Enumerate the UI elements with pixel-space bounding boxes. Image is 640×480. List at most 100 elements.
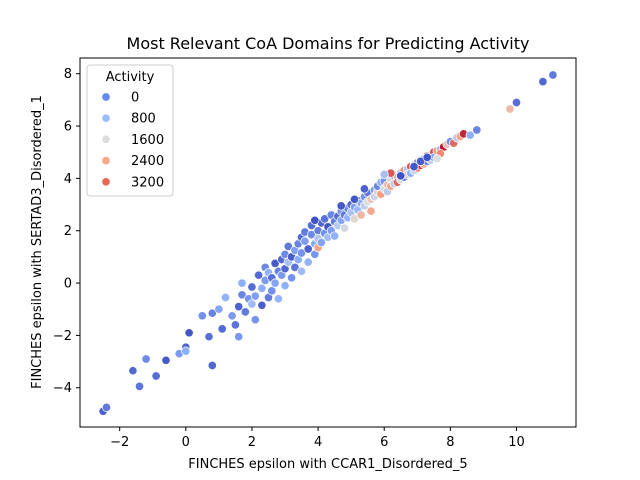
legend-label: 2400 (131, 154, 164, 169)
x-tick-label: 2 (248, 435, 256, 450)
x-tick-label: 6 (380, 435, 388, 450)
data-point (330, 231, 340, 241)
legend-label: 0 (131, 91, 139, 106)
data-point (505, 104, 515, 114)
y-axis-label: FINCHES epsilon with SERTAD3_Disordered_… (30, 95, 45, 389)
data-point (287, 273, 297, 283)
data-point (359, 184, 369, 194)
data-point (247, 299, 257, 309)
data-point (247, 282, 257, 292)
data-point (220, 292, 231, 303)
data-point (257, 300, 267, 310)
data-point (538, 77, 548, 87)
data-point (336, 201, 346, 211)
data-point (511, 97, 522, 108)
data-point (254, 270, 264, 280)
data-point (306, 230, 317, 240)
y-tick-label: −2 (53, 329, 72, 344)
legend-label: 3200 (131, 175, 164, 190)
x-axis-label: FINCHES epsilon with CCAR1_Disordered_5 (188, 457, 467, 472)
data-point (422, 152, 432, 162)
data-point (296, 266, 307, 276)
legend-entries: 0 800 1600 2400 3200 (101, 91, 164, 190)
data-point (270, 278, 280, 288)
data-point (128, 366, 138, 376)
data-point (161, 355, 171, 365)
data-point (396, 171, 406, 181)
data-point (283, 241, 293, 251)
data-point (316, 237, 326, 248)
legend-label: 800 (131, 112, 156, 127)
data-point (237, 278, 247, 288)
data-point (207, 308, 217, 318)
data-point (366, 206, 376, 216)
data-point (273, 294, 283, 304)
y-tick-label: 6 (64, 120, 72, 135)
data-point (267, 286, 277, 296)
data-point (197, 311, 207, 321)
data-point (234, 332, 244, 342)
data-point (184, 328, 194, 338)
data-point (257, 283, 267, 293)
y-tick-label: 4 (64, 172, 72, 187)
data-point (303, 257, 313, 267)
data-point (548, 70, 558, 80)
data-point (237, 290, 247, 300)
data-point (300, 236, 310, 246)
data-point (227, 311, 237, 321)
data-point (472, 125, 482, 135)
x-tick-label: 10 (508, 435, 525, 450)
legend-marker (101, 177, 111, 187)
legend-marker (101, 92, 111, 102)
data-point (270, 258, 280, 268)
data-point (214, 304, 224, 314)
x-tick-label: −2 (110, 435, 129, 450)
legend-marker (101, 134, 111, 144)
y-tick-label: 0 (64, 277, 72, 292)
legend-marker (101, 156, 111, 166)
data-point (303, 244, 313, 254)
data-point (379, 169, 389, 180)
data-point (151, 371, 161, 381)
data-point (320, 214, 330, 224)
data-point (207, 360, 217, 371)
x-tick-label: 4 (314, 435, 322, 450)
data-point (465, 130, 475, 140)
data-points (98, 70, 558, 416)
y-axis: −4 −2 0 2 4 6 8 (53, 67, 80, 396)
data-point (204, 332, 214, 342)
data-point (250, 315, 260, 325)
data-point (280, 281, 290, 291)
legend-title: Activity (106, 70, 155, 85)
data-point (230, 320, 240, 330)
y-tick-label: 2 (64, 224, 72, 239)
data-point (101, 402, 112, 412)
data-point (409, 162, 419, 172)
data-point (310, 215, 320, 225)
data-point (234, 302, 244, 312)
data-point (416, 156, 426, 166)
data-point (349, 194, 360, 204)
data-point (240, 307, 250, 317)
legend: Activity 0 800 1600 2400 3200 (86, 64, 174, 197)
data-point (296, 248, 307, 258)
data-point (250, 291, 260, 301)
data-point (339, 223, 350, 233)
data-point (141, 354, 151, 364)
data-point (181, 346, 191, 356)
plot-area-frame (79, 57, 577, 428)
data-point (217, 324, 227, 334)
data-point (134, 381, 145, 391)
legend-marker (101, 113, 111, 123)
x-tick-label: 8 (446, 435, 454, 450)
chart-title: Most Relevant CoA Domains for Predicting… (127, 34, 530, 53)
y-tick-label: 8 (64, 67, 72, 82)
y-tick-label: −4 (53, 381, 72, 396)
data-point (290, 262, 300, 272)
data-point (432, 154, 442, 164)
x-axis: −2 0 2 4 6 8 10 (110, 427, 525, 450)
data-point (349, 214, 360, 224)
x-tick-label: 0 (182, 435, 190, 450)
legend-label: 1600 (131, 133, 164, 148)
